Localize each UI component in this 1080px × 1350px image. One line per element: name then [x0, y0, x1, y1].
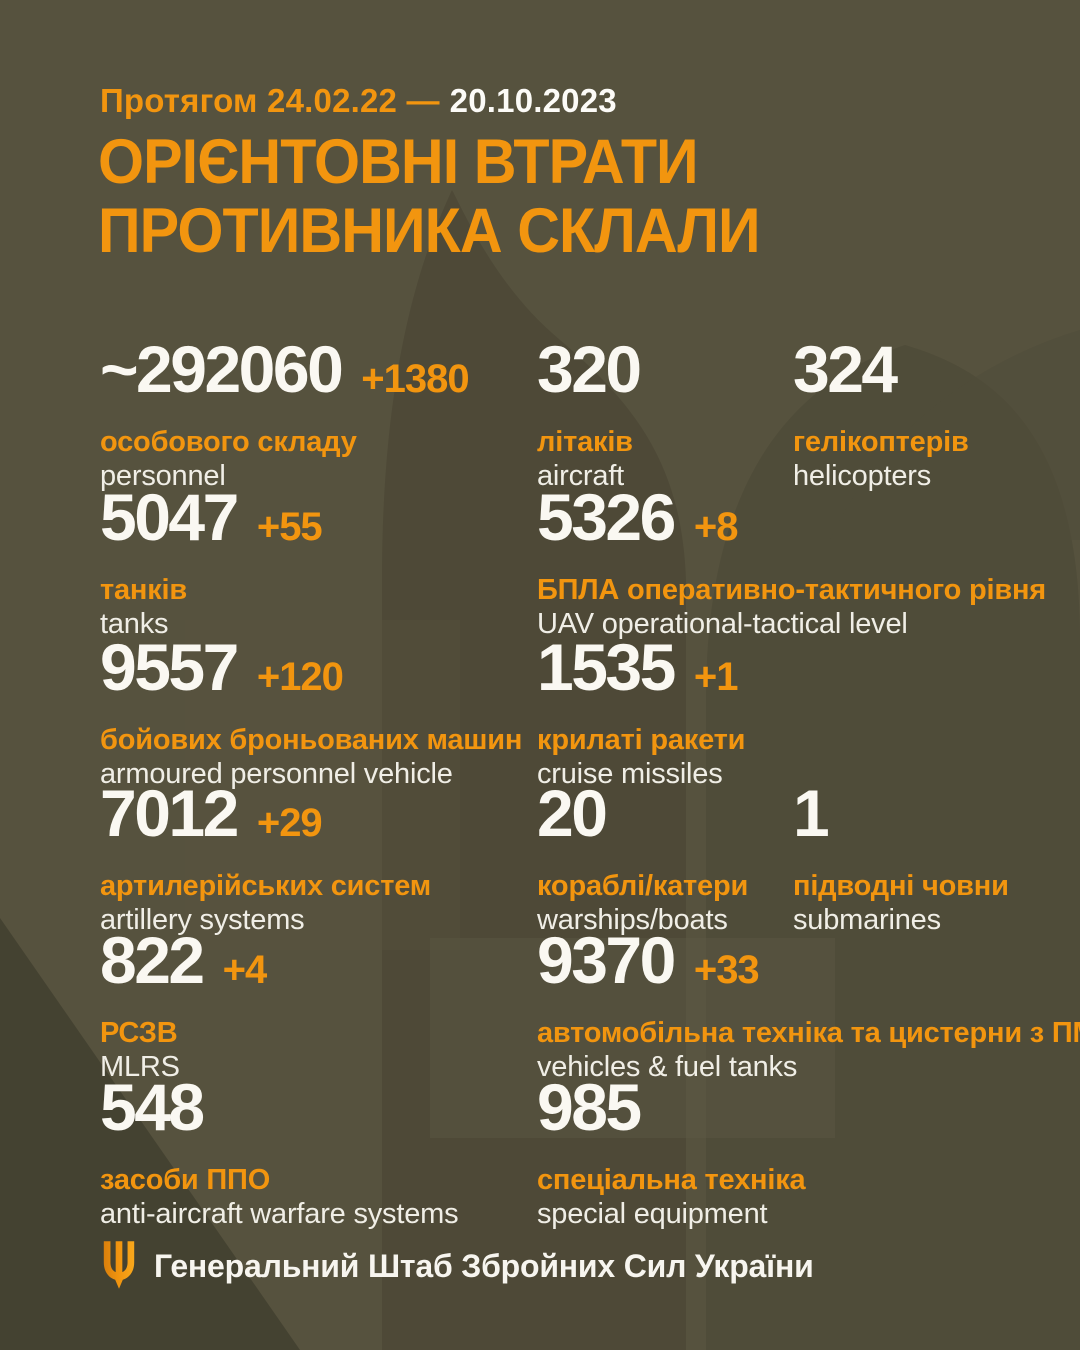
- stat-apv: 9557 +120 бойових броньованих машин armou…: [100, 634, 523, 791]
- stat-air-defence: 548 засоби ППО anti-aircraft warfare sys…: [100, 1074, 459, 1231]
- stat-label-ua: засоби ППО: [100, 1164, 271, 1196]
- trident-icon: [103, 1241, 135, 1289]
- period-date: 20.10.2023: [449, 82, 617, 119]
- stat-label-ua: артилерійських систем: [100, 870, 432, 902]
- period-prefix: Протягом 24.02.22 —: [100, 82, 440, 119]
- stat-delta: +1380: [361, 357, 469, 401]
- stat-label-ua: крилаті ракети: [537, 724, 746, 756]
- stat-value: 9370: [537, 923, 676, 997]
- stat-aircraft: 320 літаків aircraft: [537, 336, 642, 493]
- stat-cruise-missiles: 1535 +1 крилаті ракети cruise missiles: [537, 634, 746, 791]
- stat-label-ua: особового складу: [100, 426, 357, 458]
- stat-delta: +29: [256, 801, 323, 845]
- stat-delta: +4: [222, 948, 268, 992]
- stat-delta: +1: [693, 655, 739, 699]
- stat-label-en: submarines: [793, 904, 941, 936]
- stat-value: 548: [100, 1070, 205, 1144]
- stat-value: 7012: [100, 776, 239, 850]
- stat-value: 5047: [100, 480, 239, 554]
- stat-label-en: cruise missiles: [537, 758, 723, 790]
- stat-label-en: helicopters: [793, 460, 932, 492]
- stat-special-equipment: 985 спеціальна техніка special equipment: [537, 1074, 806, 1231]
- stat-label-ua: БПЛА оперативно-тактичного рівня: [537, 574, 1047, 606]
- stat-value: ~292060: [100, 332, 344, 406]
- stat-label-en: armoured personnel vehicle: [100, 758, 453, 790]
- stat-label-en: anti-aircraft warfare systems: [100, 1198, 459, 1230]
- stat-label-en: warships/boats: [537, 904, 728, 936]
- stat-delta: +8: [693, 505, 739, 549]
- stat-delta: +55: [256, 505, 323, 549]
- stat-label-en: vehicles & fuel tanks: [537, 1051, 798, 1083]
- stat-warships: 20 кораблі/катери warships/boats: [537, 780, 749, 937]
- stat-delta: +33: [693, 948, 760, 992]
- stat-label-en: special equipment: [537, 1198, 768, 1230]
- stat-label-en: artillery systems: [100, 904, 305, 936]
- stat-value: 320: [537, 332, 642, 406]
- stat-label-ua: бойових броньованих машин: [100, 724, 523, 756]
- stat-personnel: ~292060 +1380 особового складу personnel: [100, 336, 470, 493]
- stat-label-ua: спеціальна техніка: [537, 1164, 806, 1196]
- stat-value: 20: [537, 776, 608, 850]
- stat-label-ua: підводні човни: [793, 870, 1009, 902]
- title-line-2: ПРОТИВНИКА СКЛАЛИ: [98, 196, 761, 266]
- report-period: Протягом 24.02.22 —20.10.2023: [100, 82, 617, 120]
- stat-label-ua: кораблі/катери: [537, 870, 749, 902]
- stat-value: 9557: [100, 630, 239, 704]
- stat-value: 822: [100, 923, 205, 997]
- stat-label-en: aircraft: [537, 460, 625, 492]
- title-line-1: ОРІЄНТОВНІ ВТРАТИ: [98, 127, 699, 197]
- stat-tanks: 5047 +55 танків tanks: [100, 484, 323, 641]
- stat-value: 324: [793, 332, 898, 406]
- stat-submarines: 1 підводні човни submarines: [793, 780, 1009, 937]
- stat-value: 985: [537, 1070, 642, 1144]
- stat-artillery: 7012 +29 артилерійських систем artillery …: [100, 780, 432, 937]
- stat-helicopters: 324 гелікоптерів helicopters: [793, 336, 969, 493]
- stat-label-ua: літаків: [537, 426, 633, 458]
- stat-label-en: personnel: [100, 460, 226, 492]
- stat-mlrs: 822 +4 РСЗВ MLRS: [100, 927, 268, 1084]
- page-title: ОРІЄНТОВНІ ВТРАТИ ПРОТИВНИКА СКЛАЛИ: [98, 127, 761, 266]
- stat-value: 1: [793, 776, 830, 850]
- stat-label-ua: автомобільна техніка та цистерни з ПММ: [537, 1017, 1080, 1049]
- stat-label-en: UAV operational-tactical level: [537, 608, 908, 640]
- stat-delta: +120: [256, 655, 344, 699]
- stat-value: 1535: [537, 630, 676, 704]
- stat-value: 5326: [537, 480, 676, 554]
- footer-org-name: Генеральний Штаб Збройних Сил України: [154, 1247, 814, 1284]
- stat-label-en: tanks: [100, 608, 169, 640]
- footer: Генеральний Штаб Збройних Сил України: [100, 1238, 814, 1294]
- stat-label-ua: гелікоптерів: [793, 426, 969, 458]
- stat-label-en: MLRS: [100, 1051, 180, 1083]
- stat-uav: 5326 +8 БПЛА оперативно-тактичного рівня …: [537, 484, 1047, 641]
- stat-label-ua: РСЗВ: [100, 1017, 178, 1049]
- stat-vehicles: 9370 +33 автомобільна техніка та цистерни…: [537, 927, 1080, 1084]
- stat-label-ua: танків: [100, 574, 188, 606]
